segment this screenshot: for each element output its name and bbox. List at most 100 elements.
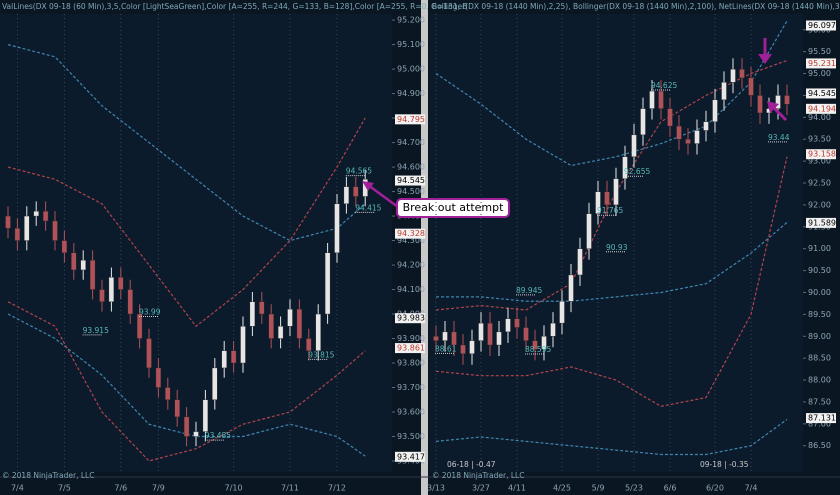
candle-body	[604, 191, 610, 206]
y-tick-label: 95.50	[808, 47, 831, 56]
indicator-header: Bollinger(DX 09-18 (1440 Min),2,25), Bol…	[432, 2, 840, 11]
candle-body	[730, 68, 736, 83]
candle-body	[667, 108, 673, 127]
y-tick-label: 89.00	[808, 332, 831, 341]
level-label: 94.565	[346, 167, 372, 176]
y-tick-label: 94.900	[397, 89, 425, 98]
level-label: 93.815	[308, 350, 334, 359]
candle-body	[631, 134, 637, 157]
price-marker-label: 91.589	[808, 218, 836, 227]
band-line	[7, 44, 366, 242]
price-marker-label: 93.158	[808, 150, 836, 159]
status-label: 06-18 | -0.47	[447, 460, 496, 469]
candle-body	[33, 210, 39, 217]
band-line	[435, 418, 788, 456]
candle-body	[127, 289, 133, 315]
price-marker	[806, 217, 836, 228]
price-marker-label: 93.417	[397, 452, 425, 461]
x-tick-label: 3/13	[427, 484, 445, 493]
candle-body	[757, 95, 763, 114]
y-tick-label: 89.50	[808, 310, 831, 319]
price-marker-label: 93.983	[397, 314, 425, 323]
candle-body	[80, 259, 86, 271]
price-marker-label: 94.545	[808, 89, 836, 98]
x-tick-label: 7/6	[114, 484, 127, 493]
plot: 93.915 93.99 93.485 93.815 94.565 94.415	[5, 14, 382, 472]
y-tick-label: 93.500	[397, 432, 425, 441]
band-line	[435, 20, 788, 167]
band-line	[7, 313, 366, 457]
level-label: 94.415	[355, 203, 381, 212]
candle-body	[514, 318, 520, 328]
y-tick-label: 94.600	[397, 163, 425, 172]
y-tick-label: 91.00	[808, 244, 831, 253]
level-label: 89.945	[516, 286, 542, 295]
candle-body	[676, 125, 682, 140]
y-tick-label: 93.900	[397, 334, 425, 343]
candle-body	[287, 308, 293, 327]
level-label: 90.93	[606, 243, 628, 252]
candle-body	[268, 313, 274, 339]
candle-body	[174, 399, 180, 418]
candle-body	[478, 322, 484, 341]
candle-body	[24, 215, 30, 241]
indicator-header: ValLines(DX 09-18 (60 Min),3,5,Color [Li…	[2, 2, 468, 11]
price-marker	[806, 58, 836, 69]
price-marker	[806, 20, 836, 31]
candle-body	[586, 213, 592, 249]
price-marker-label: 94.194	[808, 104, 836, 113]
x-tick-label: 6/6	[664, 484, 677, 493]
candle-body	[89, 259, 96, 290]
callout-box	[396, 198, 510, 218]
candle-body	[334, 203, 340, 253]
candle-body	[71, 252, 77, 271]
y-tick-label: 93.700	[397, 383, 425, 392]
arrowhead	[758, 54, 772, 64]
copyright: © 2018 NinjaTrader, LLC	[432, 471, 524, 480]
candle-body	[721, 82, 727, 101]
candle-body	[595, 191, 601, 214]
candle-body	[559, 301, 565, 324]
y-tick-label: 93.00	[808, 157, 831, 166]
level-label: 93.44	[768, 133, 790, 142]
band-line	[7, 117, 366, 328]
arrowhead	[767, 101, 779, 113]
level-label: 88.61	[435, 344, 457, 353]
candle-body	[353, 186, 359, 197]
candle-body	[613, 178, 619, 206]
candle-body	[118, 277, 124, 290]
x-tick-label: 7/11	[281, 484, 299, 493]
candle-body	[193, 431, 199, 437]
candle-body	[5, 215, 11, 229]
band-line	[435, 59, 788, 311]
x-tick-label: 4/11	[508, 484, 526, 493]
candle-body	[249, 301, 256, 327]
level-label: 94.625	[651, 81, 677, 90]
candle-body	[230, 350, 237, 364]
price-marker-label: 94.328	[397, 229, 425, 238]
panel-divider	[421, 0, 428, 495]
candle-body	[640, 108, 646, 136]
candle-body	[240, 326, 246, 364]
x-tick-label: 4/25	[553, 484, 571, 493]
candle-body	[136, 313, 143, 339]
candle-body	[784, 95, 790, 105]
y-tick-label: 92.50	[808, 179, 831, 188]
price-marker	[395, 175, 425, 186]
y-tick-label: 95.200	[397, 16, 425, 25]
y-tick-label: 94.00	[808, 113, 831, 122]
candle-body	[505, 318, 511, 333]
candle-body	[622, 156, 628, 179]
candle-body	[259, 301, 265, 315]
candle-body	[61, 240, 68, 253]
price-marker	[395, 228, 425, 239]
price-marker	[806, 149, 836, 160]
price-marker	[395, 451, 425, 462]
level-label: 93.99	[139, 307, 161, 316]
band-line	[435, 156, 788, 407]
candle-body	[306, 338, 312, 351]
candle-body	[712, 99, 718, 122]
callout-arrow	[367, 183, 399, 209]
candle-body	[451, 331, 457, 346]
y-tick-label: 90.00	[808, 288, 831, 297]
